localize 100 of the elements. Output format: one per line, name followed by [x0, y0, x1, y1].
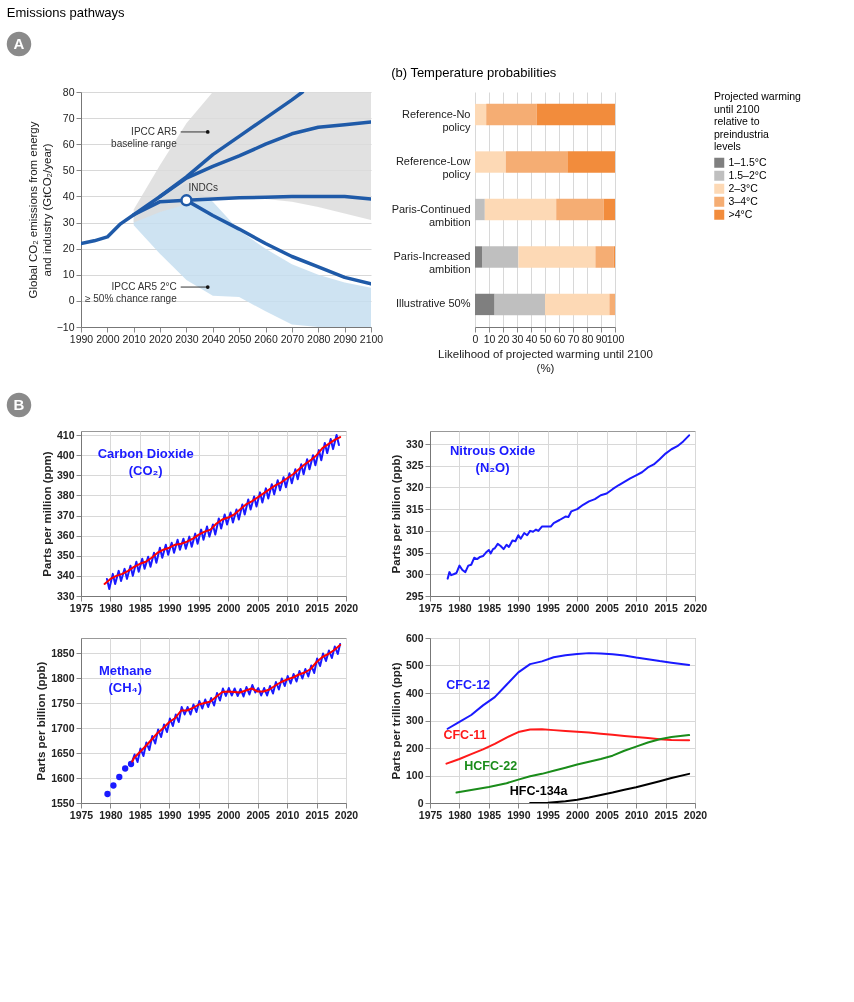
text: Carbon Dioxide (CO₂)	[97, 446, 194, 479]
x-tick-label: 1995	[187, 601, 212, 614]
x-tick-label: 1980	[448, 601, 472, 614]
y-tick-label: 370	[56, 509, 75, 522]
y-axis-title: Parts per billion (ppb)	[389, 454, 402, 574]
x-tick-label: 2000	[566, 601, 590, 614]
x-tick-label: 2015	[654, 601, 678, 614]
annotation: IPCC AR5 baseline range	[111, 125, 178, 149]
x-tick-label: 90	[595, 332, 608, 345]
x-tick-label: 50	[539, 332, 552, 345]
y-tick-label: 1850	[51, 646, 75, 659]
x-tick-label: 1995	[536, 808, 561, 821]
x-tick-label: 2000	[96, 332, 120, 345]
series-label: CFC-11	[443, 728, 487, 743]
y-tick-label: Illustrative 50%	[395, 297, 471, 310]
y-axis-title: Global CO₂ emissions from energy and industry (GtCO₂/year)	[27, 121, 53, 299]
x-tick-label: 0	[472, 332, 479, 345]
y-tick-label: 390	[56, 468, 75, 481]
legend-title: Projected warming until 2100 relative to preindustria levels	[714, 90, 802, 152]
y-tick-label: 0	[68, 294, 75, 307]
y-tick-label: Reference-Low policy	[395, 155, 471, 181]
legend-label: 2–3°C	[728, 181, 759, 194]
y-tick-label: 100	[405, 769, 424, 781]
x-tick-label: 1985	[477, 808, 502, 821]
y-tick-label: 295	[405, 589, 424, 602]
x-tick-label: 2040	[201, 332, 226, 345]
x-tick-label: 1990	[69, 332, 94, 345]
series-label: HCFC-22	[464, 759, 518, 774]
x-tick-label: 2005	[246, 808, 271, 821]
x-tick-label: 2010	[275, 601, 300, 614]
y-tick-label: 360	[56, 529, 75, 542]
y-tick-label: 330	[405, 437, 424, 450]
text: B	[13, 396, 25, 413]
x-axis-title: Likelihood of projected warming until 2100 (%)	[438, 348, 653, 374]
y-tick-label: 350	[56, 549, 75, 562]
series-label: HFC-134a	[509, 783, 569, 798]
y-tick-label: Paris-Continued ambition	[391, 202, 471, 228]
y-axis-title: Parts per billion (ppb)	[35, 661, 48, 781]
y-tick-label: 20	[62, 242, 75, 255]
x-tick-label: 1975	[69, 601, 94, 614]
y-tick-label: 30	[62, 216, 75, 229]
x-tick-label: 1985	[128, 601, 153, 614]
y-tick-label: Reference-No policy	[402, 107, 471, 133]
y-tick-label: 330	[56, 589, 75, 602]
y-tick-label: 320	[405, 480, 424, 493]
x-tick-label: 2005	[595, 601, 620, 614]
y-tick-label: 300	[405, 714, 424, 726]
x-tick-label: 2010	[275, 808, 300, 821]
x-tick-label: 2030	[175, 332, 199, 345]
y-tick-label: 1550	[51, 796, 75, 809]
y-axis-title: Parts per million (ppm)	[40, 451, 53, 577]
y-tick-label: 1600	[51, 771, 75, 784]
y-tick-label: 0	[417, 796, 424, 809]
y-tick-label: 40	[62, 189, 75, 202]
y-tick-label: 400	[405, 686, 424, 699]
chart-title: Emissions pathways	[6, 4, 126, 20]
x-tick-label: 1990	[158, 601, 182, 614]
x-tick-label: 20	[497, 332, 510, 345]
x-tick-label: 100	[606, 332, 625, 345]
x-tick-label: 1990	[507, 808, 531, 821]
x-tick-label: 2000	[566, 808, 590, 821]
legend-label: >4°C	[728, 207, 753, 220]
x-tick-label: 2080	[307, 332, 331, 345]
y-tick-label: 305	[405, 546, 424, 559]
y-tick-label: 400	[56, 448, 75, 461]
x-tick-label: 2020	[334, 601, 359, 614]
x-tick-label: 2000	[217, 808, 241, 821]
x-tick-label: 60	[553, 332, 566, 345]
x-tick-label: 2020	[683, 601, 708, 614]
y-tick-label: 300	[405, 567, 424, 580]
x-tick-label: 1995	[536, 601, 561, 614]
x-tick-label: 2005	[595, 808, 620, 821]
x-tick-label: 1980	[99, 601, 123, 614]
x-tick-label: 1975	[418, 808, 443, 821]
y-tick-label: 60	[62, 137, 75, 150]
series-label: CFC-12	[446, 678, 491, 693]
y-tick-label: 600	[405, 631, 424, 644]
x-tick-label: 1985	[128, 808, 153, 821]
y-tick-label: 315	[405, 502, 424, 515]
x-tick-label: 2100	[359, 332, 384, 345]
x-tick-label: 1985	[477, 601, 502, 614]
legend-label: 1–1.5°C	[728, 155, 767, 168]
y-tick-label: 50	[62, 163, 75, 176]
x-tick-label: 2010	[624, 601, 649, 614]
y-axis-title: Parts per trillion (ppt)	[389, 662, 402, 780]
y-tick-label: −10	[56, 320, 75, 333]
legend-label: 1.5–2°C	[728, 168, 767, 181]
y-tick-label: 1700	[51, 721, 75, 734]
x-tick-label: 2060	[254, 332, 278, 345]
x-tick-label: 2015	[305, 808, 329, 821]
x-tick-label: 2010	[122, 332, 147, 345]
text: A	[13, 35, 25, 52]
y-tick-label: 1650	[51, 746, 75, 759]
legend-label: 3–4°C	[728, 194, 759, 207]
y-tick-label: 80	[62, 85, 75, 98]
x-tick-label: 1975	[418, 601, 443, 614]
x-tick-label: 2020	[148, 332, 173, 345]
x-tick-label: 2015	[654, 808, 678, 821]
x-tick-label: 1990	[507, 601, 531, 614]
x-tick-label: 2090	[333, 332, 357, 345]
